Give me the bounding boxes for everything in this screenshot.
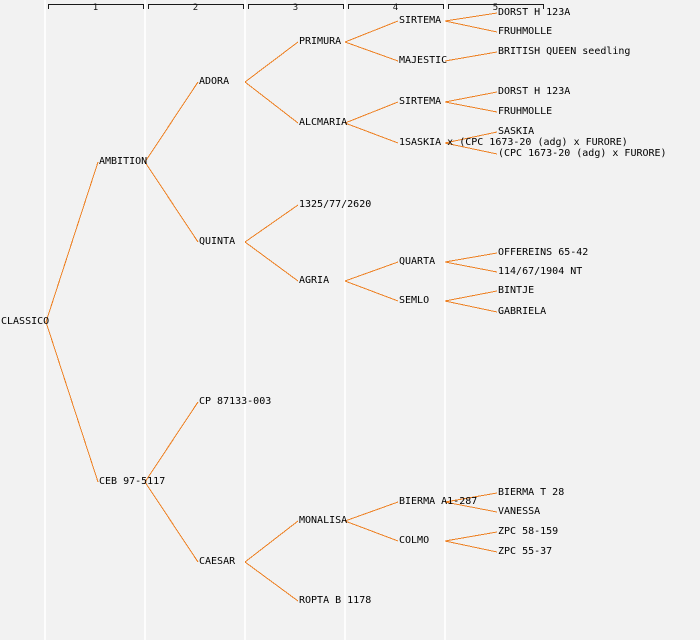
edge-bierma-a1-287-vanessa	[444, 501, 498, 513]
column-number-5: 5	[492, 3, 499, 13]
edge-saskia-cross-saskia	[444, 131, 498, 144]
node-alcmaria: ALCMARIA	[299, 117, 348, 128]
node-sirtema-1: SIRTEMA	[399, 15, 442, 26]
edge-sirtema-1-dorst-h-123a-1	[444, 12, 498, 22]
node-monalisa: MONALISA	[299, 515, 348, 526]
edge-quarta-offereins-65-42	[444, 252, 498, 263]
column-divider	[44, 0, 46, 640]
node-agria: AGRIA	[299, 275, 330, 286]
node-ropta-b-1178: ROPTA B 1178	[299, 595, 372, 606]
column-divider	[344, 0, 346, 640]
edge-sirtema-2-fruhmolle-2	[444, 101, 498, 113]
edge-classico-ceb-97-5117	[45, 321, 99, 483]
edge-semlo-bintje	[444, 290, 498, 302]
node-sirtema-2: SIRTEMA	[399, 96, 442, 107]
column-ruler-5	[448, 4, 544, 9]
node-114-67-1904-nt: 114/67/1904 NT	[498, 266, 583, 277]
node-gabriela: GABRIELA	[498, 306, 547, 317]
column-ruler-4	[348, 4, 444, 9]
node-colmo: COLMO	[399, 535, 430, 546]
edge-bierma-a1-287-bierma-t-28	[444, 492, 498, 503]
edge-caesar-monalisa	[244, 520, 299, 563]
column-ruler-1	[48, 4, 144, 9]
column-ruler-2	[148, 4, 244, 9]
column-divider	[244, 0, 246, 640]
column-number-2: 2	[192, 3, 199, 13]
node-bierma-a1-287: BIERMA A1-287	[399, 496, 478, 507]
edge-sirtema-2-dorst-h-123a-2	[444, 91, 498, 103]
node-offereins-65-42: OFFEREINS 65-42	[498, 247, 589, 258]
node-saskia-cross: 1SASKIA x (CPC 1673-20 (adg) x FURORE)	[399, 137, 628, 148]
edge-agria-semlo	[344, 280, 399, 302]
edge-ceb-97-5117-cp-87133-003	[144, 401, 199, 483]
node-zpc-55-37: ZPC 55-37	[498, 546, 553, 557]
node-cp-87133-003: CP 87133-003	[199, 396, 272, 407]
node-ceb-97-5117: CEB 97-5117	[99, 476, 166, 487]
node-fruhmolle-2: FRUHMOLLE	[498, 106, 553, 117]
edge-colmo-zpc-55-37	[444, 540, 498, 553]
column-divider	[444, 0, 446, 640]
column-divider	[144, 0, 146, 640]
node-primura: PRIMURA	[299, 36, 342, 47]
node-vanessa: VANESSA	[498, 506, 541, 517]
node-cpc-1673-20-adg-x-furore: (CPC 1673-20 (adg) x FURORE)	[498, 148, 667, 159]
edge-ceb-97-5117-caesar	[144, 481, 199, 563]
edge-alcmaria-sirtema-2	[344, 101, 399, 124]
edge-sirtema-1-fruhmolle-1	[444, 20, 498, 33]
node-british-queen-seedling: BRITISH QUEEN seedling	[498, 46, 631, 57]
edge-monalisa-colmo	[344, 520, 399, 542]
node-semlo: SEMLO	[399, 295, 430, 306]
edge-ambition-quinta	[144, 161, 199, 243]
node-bierma-t-28: BIERMA T 28	[498, 487, 565, 498]
node-fruhmolle-1: FRUHMOLLE	[498, 26, 553, 37]
edge-primura-majestic	[344, 41, 399, 62]
edge-quinta-1325-77-2620	[244, 204, 299, 243]
edge-primura-sirtema-1	[344, 20, 399, 43]
edge-monalisa-bierma-a1-287	[344, 501, 399, 522]
edge-classico-ambition	[45, 161, 99, 323]
node-zpc-58-159: ZPC 58-159	[498, 526, 559, 537]
edge-semlo-gabriela	[444, 300, 498, 313]
column-ruler	[48, 4, 544, 9]
node-majestic: MAJESTIC	[399, 55, 448, 66]
node-dorst-h-123a-1: DORST H 123A	[498, 7, 571, 18]
pedigree-edges	[45, 12, 498, 602]
edge-colmo-zpc-58-159	[444, 531, 498, 542]
edge-alcmaria-saskia-cross	[344, 122, 399, 144]
node-adora: ADORA	[199, 76, 230, 87]
column-number-3: 3	[292, 3, 299, 13]
edge-quarta-114-67-1904-nt	[444, 261, 498, 273]
node-dorst-h-123a-2: DORST H 123A	[498, 86, 571, 97]
edge-majestic-british-queen-seedling	[444, 51, 498, 62]
node-ambition: AMBITION	[99, 156, 148, 167]
column-number-4: 4	[392, 3, 399, 13]
edge-quinta-agria	[244, 241, 299, 282]
edge-caesar-ropta-b-1178	[244, 561, 299, 602]
node-quinta: QUINTA	[199, 236, 236, 247]
edge-ambition-adora	[144, 81, 199, 163]
node-classico: CLASSICO	[1, 316, 50, 327]
node-caesar: CAESAR	[199, 556, 236, 567]
edge-saskia-cross-cpc-1673-20	[444, 142, 498, 155]
node-saskia: SASKIA	[498, 126, 535, 137]
column-ruler-3	[248, 4, 344, 9]
node-quarta: QUARTA	[399, 256, 436, 267]
edge-agria-quarta	[344, 261, 399, 282]
edge-adora-primura	[244, 41, 299, 83]
node-bintje: BINTJE	[498, 285, 535, 296]
node-1325-77-2620: 1325/77/2620	[299, 199, 372, 210]
edge-adora-alcmaria	[244, 81, 299, 124]
column-number-1: 1	[92, 3, 99, 13]
